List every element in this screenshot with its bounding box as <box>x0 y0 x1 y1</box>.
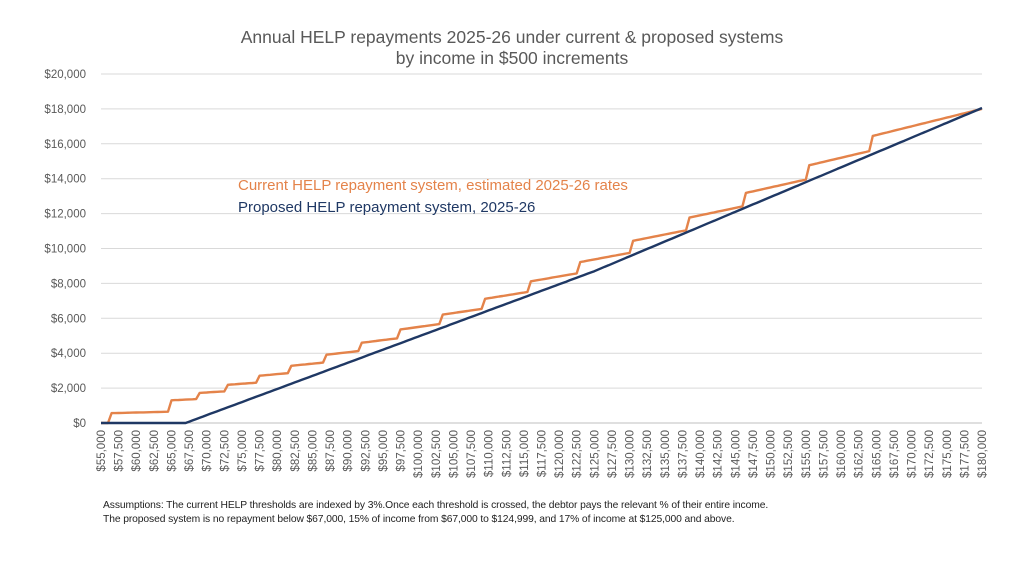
x-tick-label: $57,500 <box>114 430 126 472</box>
x-tick-label: $62,500 <box>149 430 161 472</box>
legend-current: Current HELP repayment system, estimated… <box>238 177 628 194</box>
x-tick-label: $175,000 <box>942 430 954 478</box>
x-tick-label: $142,500 <box>713 430 725 478</box>
x-tick-label: $77,500 <box>255 430 267 472</box>
x-tick-label: $92,500 <box>360 430 372 472</box>
x-tick-label: $102,500 <box>431 430 443 478</box>
x-tick-label: $85,000 <box>307 430 319 472</box>
x-tick-label: $100,000 <box>413 430 425 478</box>
x-tick-label: $125,000 <box>589 430 601 478</box>
x-tick-label: $75,000 <box>237 430 249 472</box>
x-tick-label: $180,000 <box>977 430 989 478</box>
y-tick-label: $14,000 <box>44 174 86 186</box>
x-tick-label: $167,500 <box>889 430 901 478</box>
x-tick-label: $152,500 <box>783 430 795 478</box>
x-tick-label: $130,000 <box>625 430 637 478</box>
x-tick-label: $177,500 <box>959 430 971 478</box>
assumptions-note-1: Assumptions: The current HELP thresholds… <box>103 500 769 511</box>
x-tick-label: $165,000 <box>871 430 883 478</box>
x-tick-label: $55,000 <box>96 430 108 472</box>
chart-title: Annual HELP repayments 2025-26 under cur… <box>240 27 784 47</box>
series-line-proposed <box>101 106 983 425</box>
x-tick-label: $72,500 <box>219 430 231 472</box>
x-tick-label: $150,000 <box>766 430 778 478</box>
y-tick-label: $8,000 <box>51 278 86 290</box>
x-tick-label: $65,000 <box>166 430 178 472</box>
x-tick-label: $137,500 <box>677 430 689 478</box>
x-tick-label: $172,500 <box>924 430 936 478</box>
x-tick-label: $155,000 <box>801 430 813 478</box>
x-tick-label: $132,500 <box>642 430 654 478</box>
x-tick-label: $60,000 <box>131 430 143 472</box>
y-tick-label: $10,000 <box>44 244 86 256</box>
x-tick-label: $95,000 <box>378 430 390 472</box>
x-tick-label: $117,500 <box>537 430 549 477</box>
y-tick-label: $20,000 <box>44 69 86 81</box>
assumptions-note-2: The proposed system is no repayment belo… <box>103 514 735 525</box>
x-tick-label: $162,500 <box>854 430 866 478</box>
y-tick-label: $6,000 <box>51 313 86 325</box>
x-tick-label: $115,000 <box>519 430 531 477</box>
x-tick-label: $105,000 <box>448 430 460 478</box>
y-tick-label: $12,000 <box>44 209 86 221</box>
x-tick-label: $80,000 <box>272 430 284 472</box>
x-tick-label: $160,000 <box>836 430 848 478</box>
y-tick-label: $16,000 <box>44 139 86 151</box>
x-tick-label: $110,000 <box>484 430 496 477</box>
x-tick-label: $70,000 <box>202 430 214 472</box>
x-tick-label: $122,500 <box>572 430 584 478</box>
x-tick-label: $135,000 <box>660 430 672 478</box>
x-tick-label: $140,000 <box>695 430 707 478</box>
x-tick-label: $90,000 <box>343 430 355 472</box>
x-tick-label: $147,500 <box>748 430 760 478</box>
x-tick-label: $120,000 <box>554 430 566 478</box>
x-tick-label: $145,000 <box>730 430 742 478</box>
y-tick-label: $18,000 <box>44 104 86 116</box>
x-tick-label: $67,500 <box>184 430 196 472</box>
x-tick-label: $82,500 <box>290 430 302 472</box>
x-tick-label: $107,500 <box>466 430 478 478</box>
y-tick-label: $0 <box>73 418 86 430</box>
x-tick-label: $157,500 <box>818 430 830 478</box>
x-tick-label: $170,000 <box>907 430 919 478</box>
y-tick-label: $2,000 <box>51 383 86 395</box>
legend-proposed: Proposed HELP repayment system, 2025-26 <box>238 199 536 216</box>
x-tick-label: $112,500 <box>501 430 513 477</box>
x-tick-label: $127,500 <box>607 430 619 478</box>
x-tick-label: $97,500 <box>396 430 408 472</box>
y-tick-label: $4,000 <box>51 348 86 360</box>
series-line-current <box>101 107 983 425</box>
chart-subtitle: by income in $500 increments <box>395 48 629 68</box>
x-tick-label: $87,500 <box>325 430 337 472</box>
